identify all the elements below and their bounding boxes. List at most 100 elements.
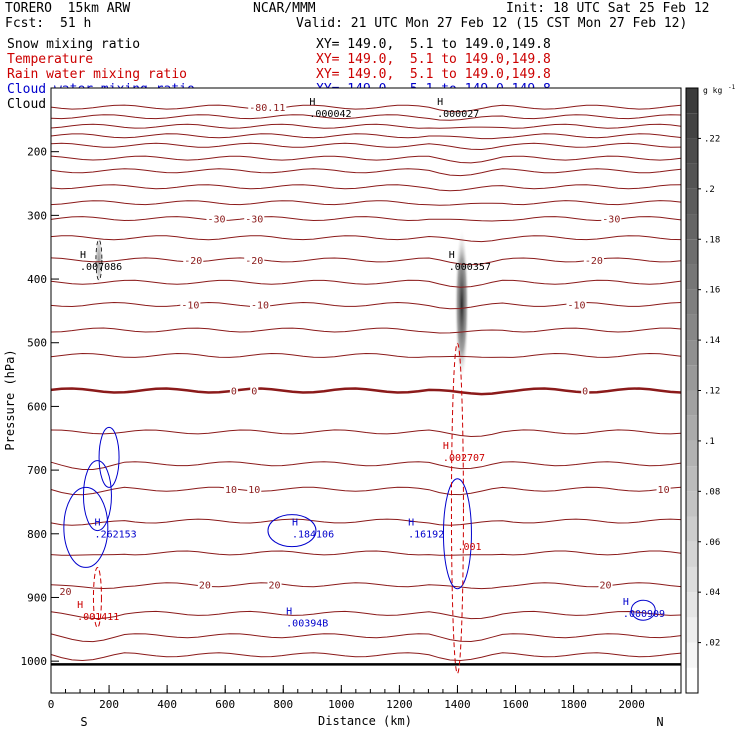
cloud-water-marker-h: H (623, 597, 629, 608)
x-tick-label: 1800 (560, 698, 587, 711)
colorbar-band (686, 566, 698, 593)
y-tick-label: 400 (27, 273, 47, 286)
temperature-label-bg (244, 255, 265, 267)
colorbar-band (686, 214, 698, 240)
temperature-contour (50, 633, 682, 643)
y-tick-label: 500 (27, 337, 47, 350)
rain-marker-h: H (443, 441, 449, 452)
colorbar-band (686, 264, 698, 290)
temperature-label-bg (229, 386, 238, 398)
cloud-water-contour (82, 460, 112, 532)
valid-time: Valid: 21 UTC Mon 27 Feb 12 (15 CST Mon … (296, 16, 688, 31)
cloud-water-marker-value: .00394B (286, 619, 328, 630)
temperature-label: -10 (567, 301, 585, 312)
snow-max-marker-value: .000042 (309, 109, 351, 120)
temperature-label: 10 (248, 485, 260, 496)
temperature-contour (50, 216, 682, 222)
legend-item-name: Rain water mixing ratio (7, 67, 188, 82)
colorbar-band (686, 138, 698, 164)
colorbar-band (686, 415, 698, 441)
snow-max-marker-h: H (309, 97, 315, 108)
temperature-label-bg (583, 255, 604, 267)
temperature-contour (50, 652, 682, 662)
x-tick-label: 400 (157, 698, 177, 711)
colorbar-band (686, 188, 698, 215)
snow-max-marker-h: H (449, 250, 455, 261)
cloud-water-marker-value: .000909 (623, 609, 665, 620)
temperature-contour (50, 257, 682, 266)
colorbar-band (686, 365, 698, 391)
cloud-water-marker-h: H (408, 517, 414, 528)
cloud-water-contour (630, 599, 656, 621)
colorbar-tick-label: .2 (704, 185, 715, 195)
temperature-label: -20 (585, 256, 603, 267)
cloud-water-marker-value: .262153 (95, 529, 137, 540)
temperature-label: 20 (599, 581, 611, 592)
y-tick-label: 700 (27, 464, 47, 477)
init-time: Init: 18 UTC Sat 25 Feb 12 (506, 1, 710, 16)
cloud-water-marker-h: H (292, 517, 298, 528)
colorbar-band (686, 491, 698, 517)
temperature-label: -30 (207, 215, 225, 226)
colorbar-band (686, 340, 698, 366)
temperature-label: 0 (582, 387, 588, 398)
colorbar-tick-label: .04 (704, 588, 720, 598)
temperature-label: -20 (245, 256, 263, 267)
x-right-end-label: N (656, 715, 663, 729)
temperature-label-bg (601, 214, 622, 226)
colorbar-unit-exponent: -1 (728, 84, 736, 91)
y-tick-label: 200 (27, 146, 47, 159)
temperature-label: 20 (269, 581, 281, 592)
temperature-label-bg (250, 386, 259, 398)
temperature-label: 0 (231, 387, 237, 398)
temperature-label-bg (598, 580, 613, 592)
temperature-contour (50, 155, 682, 164)
y-tick-label: 1000 (21, 655, 48, 668)
temperature-label-bg (248, 103, 287, 115)
colorbar-band (686, 163, 698, 189)
colorbar-band (686, 440, 698, 467)
colorbar-tick-label: .18 (704, 235, 720, 245)
legend-item-coords: XY= 149.0, 5.1 to 149.0,149.8 (316, 52, 551, 67)
temperature-contour (50, 133, 682, 140)
colorbar-band (686, 516, 698, 542)
x-tick-label: 200 (99, 698, 119, 711)
x-tick-label: 1000 (328, 698, 355, 711)
colorbar-band (686, 667, 698, 693)
temperature-label-bg (566, 300, 587, 312)
legend-item-name: Temperature (7, 52, 94, 67)
temperature-contour (50, 550, 682, 556)
temperature-label: 20 (59, 587, 71, 598)
temperature-label: -10 (181, 301, 199, 312)
temperature-label-bg (581, 386, 590, 398)
colorbar-band (686, 239, 698, 265)
colorbar-unit: g kg (703, 86, 722, 95)
temperature-contour (50, 429, 682, 438)
temperature-label-bg (267, 580, 282, 592)
temperature-contour (50, 104, 682, 113)
x-tick-label: 1400 (444, 698, 471, 711)
colorbar-tick-label: .12 (704, 387, 720, 397)
cloud-water-contour (98, 426, 120, 488)
colorbar-band (686, 642, 698, 668)
colorbar-band (686, 541, 698, 567)
temperature-label-bg (206, 214, 227, 226)
snow-max-marker-value: .007086 (80, 262, 122, 273)
colorbar-tick-label: .22 (704, 134, 720, 144)
x-tick-label: 800 (273, 698, 293, 711)
model-title: TORERO 15km ARW (5, 1, 131, 16)
temperature-contour (50, 461, 682, 470)
temperature-label-bg (244, 214, 265, 226)
temperature-contour (50, 184, 682, 192)
colorbar-tick-label: .14 (704, 336, 720, 346)
x-axis-label: Distance (km) (318, 714, 412, 728)
colorbar-band (686, 466, 698, 492)
y-axis-label: Pressure (hPa) (3, 349, 17, 450)
cloud-water-marker-h: H (286, 607, 292, 618)
temperature-label-bg (250, 300, 271, 312)
temperature-contour (50, 582, 682, 590)
temperature-label-bg (247, 485, 262, 497)
rain-marker-value: .001411 (77, 612, 119, 623)
temperature-label: 10 (225, 485, 237, 496)
y-tick-label: 900 (27, 591, 47, 604)
